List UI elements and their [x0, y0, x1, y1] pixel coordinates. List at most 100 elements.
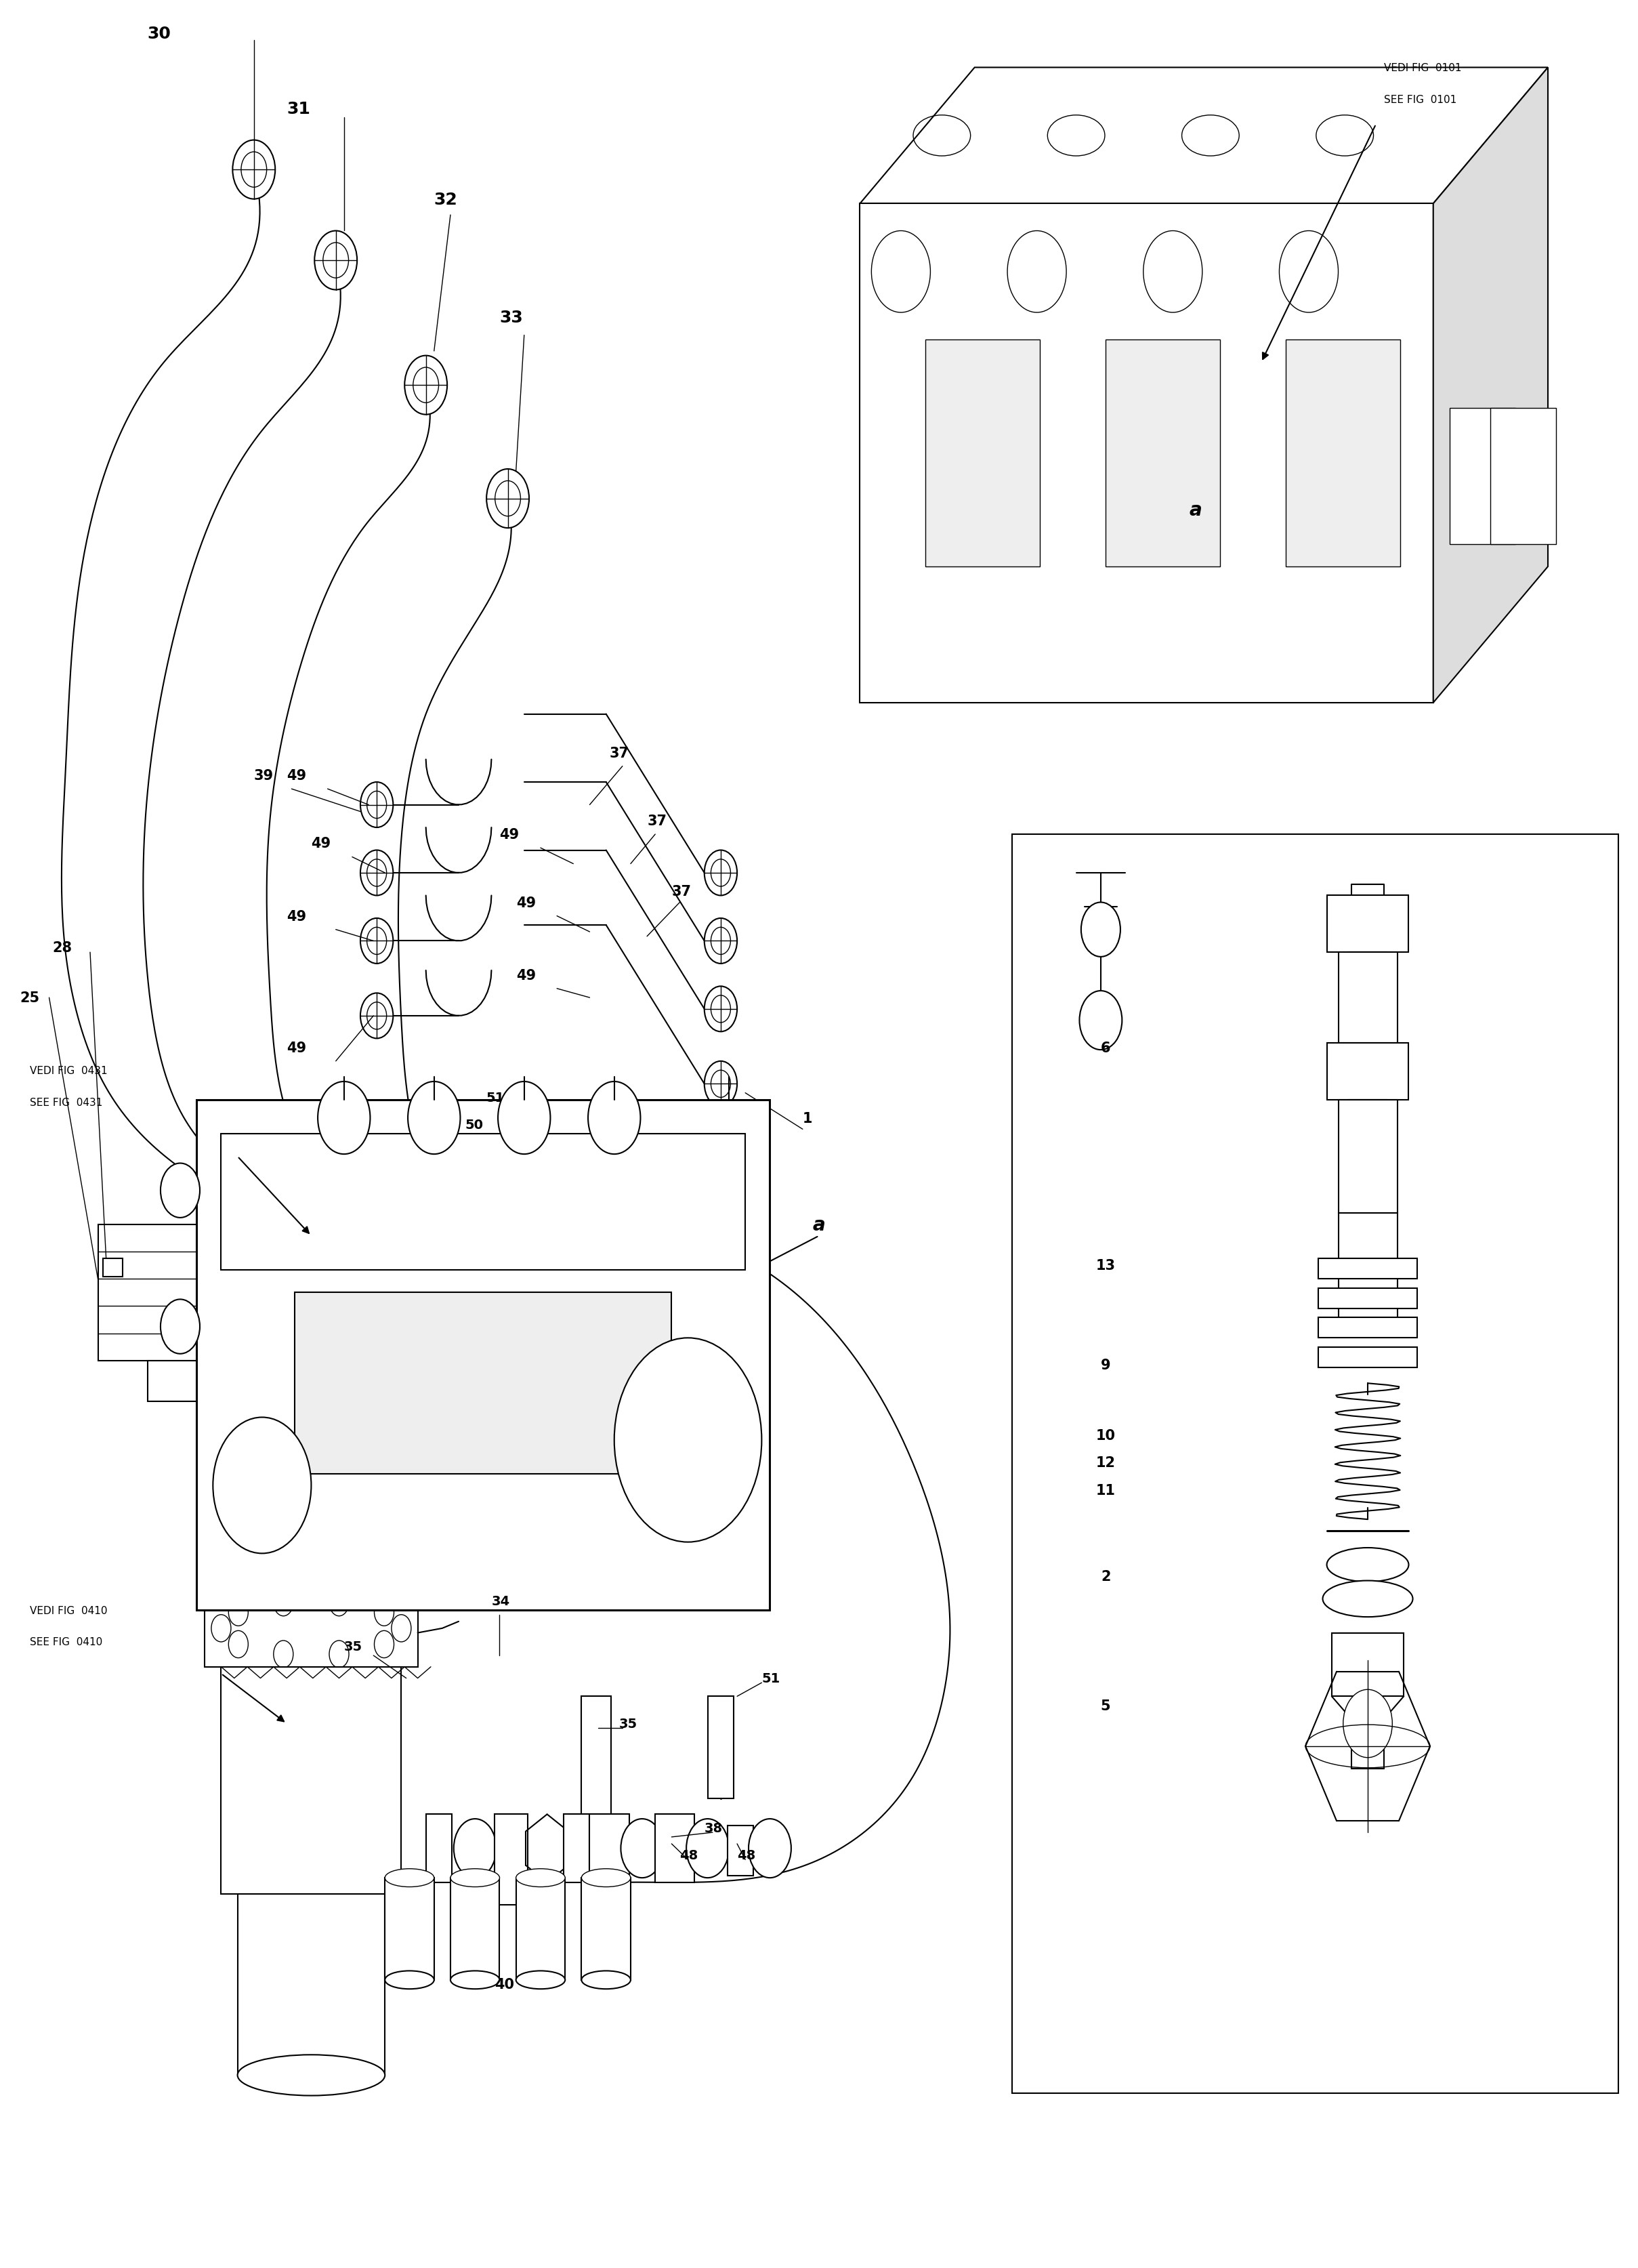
Text: 51: 51	[762, 1672, 780, 1685]
Bar	[581, 1878, 631, 1980]
Circle shape	[1143, 231, 1202, 313]
Ellipse shape	[385, 1971, 434, 1989]
Bar	[1012, 835, 1618, 2093]
Circle shape	[367, 792, 387, 819]
Bar	[295, 1293, 672, 1474]
Circle shape	[711, 928, 731, 955]
Text: 37: 37	[647, 814, 667, 828]
Circle shape	[1081, 903, 1120, 957]
Bar	[221, 1134, 745, 1270]
Bar	[1106, 340, 1220, 567]
Text: 37: 37	[609, 746, 629, 760]
Circle shape	[318, 1082, 370, 1154]
Circle shape	[329, 1590, 349, 1617]
Ellipse shape	[450, 1869, 500, 1887]
Circle shape	[314, 231, 357, 290]
Circle shape	[373, 1631, 393, 1658]
Bar	[1286, 340, 1400, 567]
Circle shape	[749, 1819, 791, 1878]
Bar	[925, 340, 1040, 567]
Text: 2: 2	[1101, 1569, 1111, 1583]
Circle shape	[161, 1163, 200, 1218]
Bar	[655, 1814, 695, 1882]
Bar	[1491, 408, 1556, 544]
Circle shape	[408, 1082, 460, 1154]
Circle shape	[413, 367, 439, 404]
Text: 35: 35	[619, 1717, 637, 1730]
Bar	[1332, 1633, 1404, 1696]
Circle shape	[229, 1631, 249, 1658]
Bar	[1338, 1213, 1397, 1327]
Circle shape	[621, 1819, 663, 1878]
Text: 49: 49	[287, 909, 306, 923]
Bar	[103, 1259, 123, 1277]
Bar	[450, 1878, 500, 1980]
Text: 48: 48	[680, 1848, 698, 1862]
Circle shape	[686, 1819, 729, 1878]
Bar	[147, 1361, 278, 1402]
Bar	[221, 1667, 401, 1894]
Circle shape	[360, 850, 393, 896]
Bar	[727, 1826, 753, 1876]
Text: 13: 13	[1096, 1259, 1115, 1272]
Circle shape	[367, 928, 387, 955]
Circle shape	[1279, 231, 1338, 313]
Bar	[1319, 1259, 1417, 1279]
Bar	[238, 1894, 385, 2075]
Text: 9: 9	[1101, 1359, 1111, 1372]
Bar	[581, 1696, 611, 1821]
Bar	[98, 1225, 360, 1361]
Ellipse shape	[516, 1869, 565, 1887]
Text: SEE FIG  0101: SEE FIG 0101	[1384, 95, 1456, 104]
Bar	[1450, 408, 1515, 544]
Circle shape	[498, 1082, 550, 1154]
Circle shape	[211, 1615, 231, 1642]
Circle shape	[704, 919, 737, 964]
Text: VEDI FIG  0431: VEDI FIG 0431	[29, 1066, 106, 1075]
Bar	[197, 1100, 770, 1610]
Circle shape	[229, 1599, 249, 1626]
Bar	[1338, 953, 1397, 1043]
Text: 49: 49	[500, 828, 519, 841]
Circle shape	[1007, 231, 1066, 313]
Text: 49: 49	[287, 769, 306, 782]
Text: a: a	[1189, 501, 1202, 519]
Circle shape	[360, 782, 393, 828]
Bar	[495, 1814, 527, 1905]
Ellipse shape	[581, 1869, 631, 1887]
Circle shape	[161, 1300, 200, 1354]
Circle shape	[704, 1061, 737, 1107]
Text: 49: 49	[287, 1041, 306, 1055]
Bar	[1319, 1288, 1417, 1309]
Circle shape	[486, 469, 529, 528]
Bar	[426, 1814, 452, 1882]
Text: 33: 33	[500, 308, 523, 327]
Circle shape	[367, 1002, 387, 1030]
Text: 50: 50	[465, 1118, 483, 1132]
Text: 51: 51	[486, 1091, 505, 1105]
Circle shape	[360, 993, 393, 1039]
Ellipse shape	[238, 2055, 385, 2096]
Text: 1: 1	[803, 1111, 812, 1125]
Text: 30: 30	[147, 25, 170, 43]
Ellipse shape	[581, 1971, 631, 1989]
Bar	[1327, 896, 1409, 953]
Polygon shape	[860, 204, 1433, 703]
Text: 28: 28	[52, 941, 72, 955]
Text: 40: 40	[495, 1978, 514, 1991]
Circle shape	[711, 860, 731, 887]
Circle shape	[1343, 1690, 1392, 1758]
Ellipse shape	[450, 1971, 500, 1989]
Bar	[385, 1878, 434, 1980]
Circle shape	[704, 850, 737, 896]
Circle shape	[274, 1590, 293, 1617]
Circle shape	[274, 1640, 293, 1667]
Bar	[716, 1191, 742, 1247]
Text: 6: 6	[1101, 1041, 1111, 1055]
Circle shape	[1079, 991, 1122, 1050]
Circle shape	[709, 1102, 749, 1157]
Bar	[590, 1814, 629, 1882]
Bar	[205, 1588, 418, 1667]
Bar	[1319, 1318, 1417, 1338]
Circle shape	[329, 1640, 349, 1667]
